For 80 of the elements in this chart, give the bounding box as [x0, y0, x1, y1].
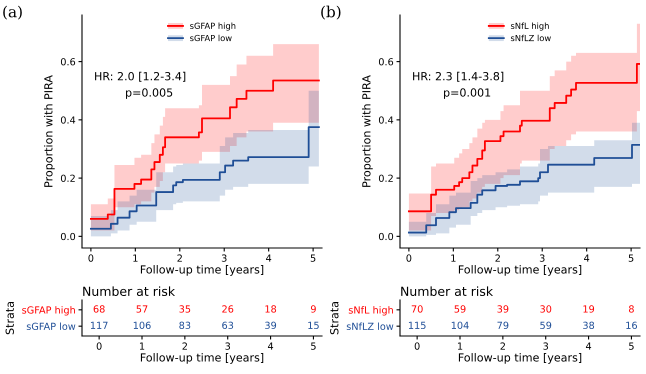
y-axis-title: Proportion with PIRA: [44, 75, 55, 187]
x-tick-label: 1: [451, 254, 456, 262]
data-label: 16: [626, 322, 637, 330]
data-label: 26: [222, 305, 234, 313]
data-label: 8: [628, 305, 634, 313]
y-axis-title: Strata: [330, 302, 339, 334]
data-label: 9: [310, 305, 316, 313]
data-label: 79: [497, 322, 508, 330]
x-tick-label: 1: [140, 342, 144, 350]
annotation: HR: 2.3 [1.4-3.8]: [413, 72, 504, 82]
x-tick-label: 4: [584, 254, 590, 262]
y-tick-label: 0.2: [60, 174, 75, 182]
y-tick-label: sGFAP high: [22, 306, 75, 316]
data-label: 39: [265, 322, 276, 330]
data-label: 115: [408, 322, 426, 330]
x-tick-label: 2: [182, 342, 187, 350]
y-tick-label: 0.4: [378, 116, 394, 124]
x-tick-label: 2: [177, 254, 182, 262]
data-label: 63: [222, 322, 234, 330]
x-axis-title: Follow-up time [years]: [458, 265, 582, 276]
data-label: 117: [90, 322, 108, 329]
x-tick-label: 0: [96, 342, 102, 350]
x-tick-label: 5: [628, 254, 634, 262]
x-axis-title: Follow-up time [years]: [458, 353, 582, 364]
x-tick-label: 0: [406, 254, 412, 262]
data-label: 30: [540, 305, 552, 313]
x-tick-label: 4: [586, 342, 592, 350]
y-tick-label: sGFAP low: [26, 322, 76, 330]
data-label: 18: [265, 305, 276, 313]
y-axis-title: Proportion with PIRA: [362, 75, 373, 187]
y-tick-label: 0.2: [378, 174, 393, 182]
chart-title: Number at risk: [83, 286, 176, 296]
y-tick-label: sNfL high: [348, 306, 393, 316]
legend-label: sNfL high: [510, 22, 549, 31]
x-tick-label: 1: [133, 254, 138, 262]
y-tick-label: 0.6: [378, 58, 394, 66]
x-tick-label: 0: [88, 254, 94, 262]
chart-title: (b): [321, 6, 340, 20]
data-label: 19: [583, 305, 594, 313]
data-label: 39: [497, 305, 508, 313]
x-axis-title: Follow-up time [years]: [140, 353, 264, 364]
x-tick-label: 3: [543, 342, 548, 350]
y-axis-title: Strata: [6, 302, 14, 334]
legend-label: sGFAP low: [190, 34, 232, 42]
data-label: 59: [454, 305, 466, 313]
x-tick-label: 2: [500, 342, 505, 350]
x-tick-label: 5: [311, 342, 316, 350]
data-label: 70: [412, 305, 423, 313]
y-tick-label: 0.0: [378, 232, 394, 240]
annotation: p=0.001: [444, 88, 490, 99]
legend-label: sNfLZ low: [510, 34, 551, 42]
x-axis-title: Follow-up time [years]: [140, 265, 264, 276]
chart-title: (a): [3, 6, 22, 20]
x-tick-label: 1: [458, 342, 462, 350]
x-tick-label: 4: [266, 254, 272, 262]
data-label: 15: [308, 322, 319, 330]
x-tick-label: 3: [225, 342, 230, 350]
y-tick-label: sNfLZ low: [346, 322, 394, 330]
legend-label: sGFAP high: [190, 22, 236, 31]
y-tick-label: 0.4: [60, 116, 76, 124]
data-label: 38: [583, 322, 594, 330]
x-tick-label: 3: [222, 254, 227, 262]
data-label: 83: [179, 322, 190, 330]
y-tick-label: 0.6: [60, 58, 76, 66]
data-label: 106: [134, 322, 151, 330]
data-label: 57: [136, 305, 148, 313]
x-tick-label: 5: [629, 342, 634, 350]
data-label: 68: [94, 305, 105, 313]
data-label: 59: [540, 322, 552, 330]
x-tick-label: 5: [310, 254, 316, 262]
x-tick-label: 0: [414, 342, 420, 350]
data-label: 104: [452, 322, 469, 330]
y-tick-label: 0.0: [60, 232, 76, 240]
x-tick-label: 4: [268, 342, 274, 350]
x-tick-label: 2: [495, 254, 500, 262]
data-label: 35: [179, 305, 190, 313]
x-tick-label: 3: [540, 254, 545, 262]
annotation: p=0.005: [126, 88, 172, 99]
chart-title: Number at risk: [401, 286, 494, 296]
annotation: HR: 2.0 [1.2-3.4]: [95, 72, 186, 82]
